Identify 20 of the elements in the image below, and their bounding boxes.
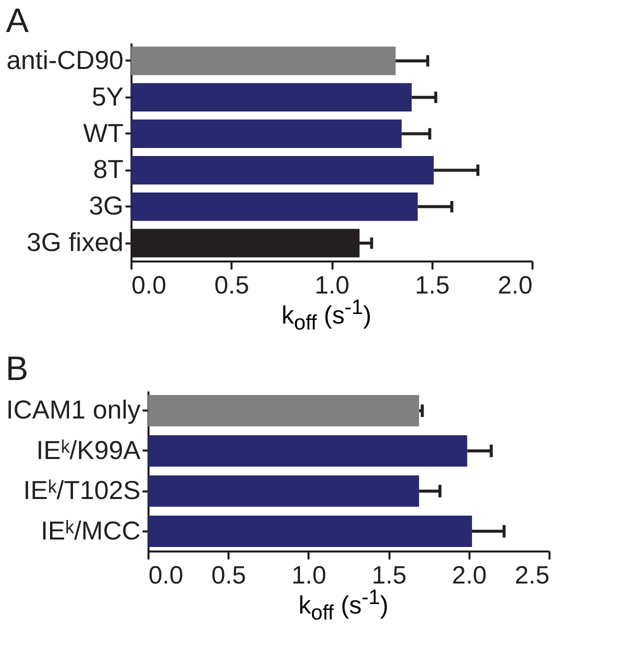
y-tick-label: 3G fixed: [26, 227, 124, 258]
y-tick-label: 5Y: [92, 81, 124, 112]
chart-title: B: [6, 350, 28, 388]
y-tick-label: IEᵏ/K99A: [36, 434, 142, 465]
x-tick-label: 2.0: [498, 272, 532, 300]
y-tick-label: ICAM1 only: [6, 394, 140, 425]
y-tick-label: IEᵏ/T102S: [23, 475, 140, 506]
y-tick-label: anti-CD90: [6, 44, 124, 75]
y-tick-label: IEᵏ/MCC: [40, 515, 140, 546]
y-tick-label: 3G: [88, 190, 124, 221]
x-tick-label: 0.5: [214, 272, 250, 300]
x-tick-label: 2.5: [514, 562, 550, 590]
x-tick-label: 0.5: [211, 562, 246, 590]
y-tick-label: WT: [83, 118, 124, 148]
x-tick-label: 2.0: [452, 562, 487, 590]
x-tick-label: 0.0: [148, 562, 184, 590]
chart-title: A: [6, 2, 29, 40]
y-tick-label: 8T: [93, 154, 124, 184]
x-tick-label: 0.0: [132, 272, 166, 300]
x-tick-label: 1.5: [414, 272, 450, 300]
